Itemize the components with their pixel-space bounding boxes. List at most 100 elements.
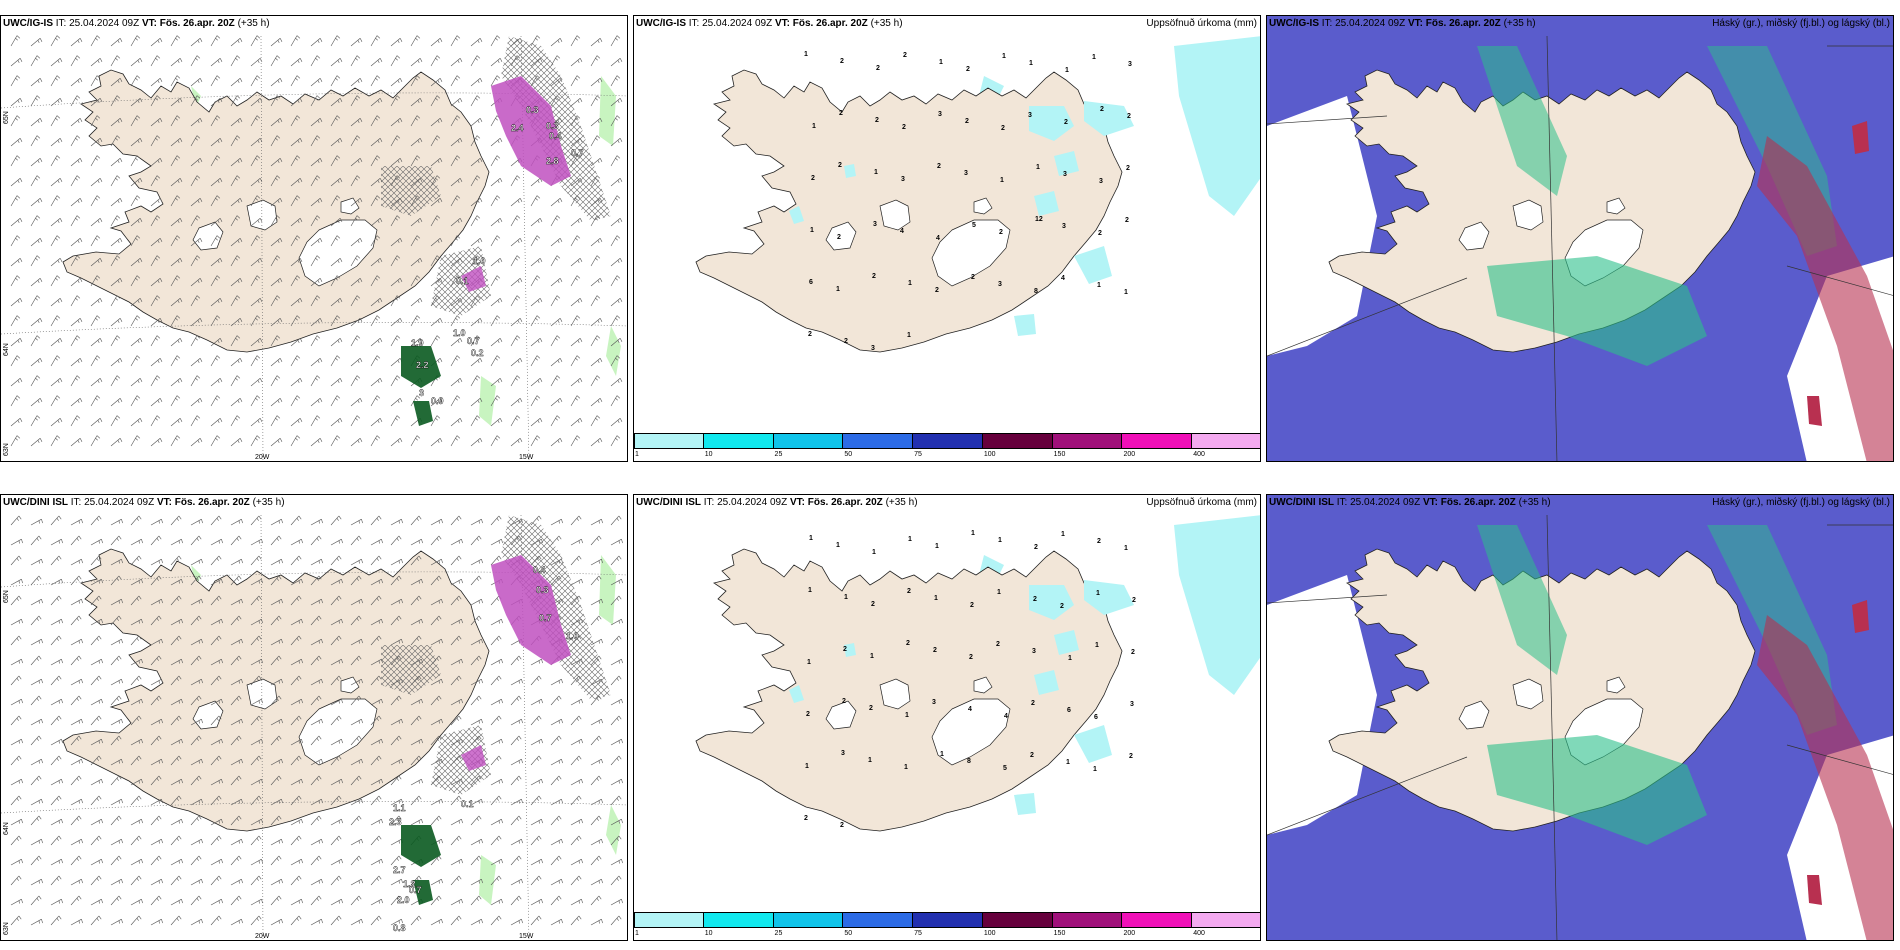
precip-amount-label: 3 (1062, 223, 1066, 230)
precip-dark-green (413, 401, 433, 426)
precip-amount-label: 2 (840, 822, 844, 829)
init-time: 25.04.2024 09Z (84, 497, 155, 508)
precip-amount-label: 3 (998, 281, 1002, 288)
projection-grid (1267, 514, 1893, 940)
valid-time-label: VT: (154, 497, 175, 508)
lead-time: (+35 h) (252, 497, 285, 508)
panel-title: UWC/IG-IS IT: 25.04.2024 09Z VT: Fös. 26… (636, 18, 903, 29)
precip-value-label: 0.1 (456, 276, 469, 286)
precip-amount-label: 2 (969, 654, 973, 661)
cloud-cover-map-dini: UWC/DINI ISL IT: 25.04.2024 09Z VT: Fös.… (1266, 494, 1894, 941)
precip-value-label: 0.7 (409, 885, 422, 895)
precip-amount-label: 1 (1124, 545, 1128, 552)
colorbar-frame (634, 433, 1260, 449)
init-time: 25.04.2024 09Z (1335, 18, 1406, 29)
valid-time: Fös. 26.apr. 20Z (807, 497, 883, 508)
colorbar-frame (634, 912, 1260, 928)
precip-amount-label: 2 (842, 698, 846, 705)
precip-area (1014, 314, 1036, 336)
valid-time-label: VT: (772, 18, 793, 29)
clear-sky-area (1267, 575, 1377, 835)
precip-amount-label: 2 (1060, 603, 1064, 610)
colorbar-label: 150 (1053, 930, 1066, 937)
clear-sky-area (1267, 96, 1377, 356)
panel-title: UWC/IG-IS IT: 25.04.2024 09Z VT: Fös. 26… (3, 18, 270, 29)
precip-amount-label: 5 (972, 222, 976, 229)
precip-amount-label: 6 (809, 279, 813, 286)
colorbar-label: 25 (774, 451, 783, 458)
glacier-outline (825, 700, 857, 730)
precip-amount-label: 8 (1034, 288, 1038, 295)
colorbar-swatch (913, 912, 983, 928)
colorbar-swatch (982, 433, 1053, 449)
precip-amount-label: 3 (871, 345, 875, 352)
glacier-outline (1606, 676, 1626, 694)
colorbar-swatch (982, 912, 1053, 928)
precip-amount-label: 4 (900, 228, 904, 235)
precip-area (844, 164, 856, 178)
glacier-outline (931, 219, 1011, 287)
colorbar-label: 150 (1053, 451, 1066, 458)
precip-value-label: 2.0 (397, 895, 410, 905)
precip-value-label: 0.2 (471, 348, 484, 358)
colorbar-label: 1 (635, 451, 639, 458)
iceland-landmass (62, 69, 490, 353)
colorbar-swatch (913, 433, 983, 449)
precip-amount-label: 1 (940, 751, 944, 758)
precip-amount-label: 3 (873, 221, 877, 228)
precip-area (1029, 106, 1074, 141)
precip-dark-green (401, 825, 441, 867)
projection-grid (1267, 35, 1893, 461)
colorbar-label: 400 (1193, 930, 1205, 937)
colorbar-label: 100 (983, 930, 996, 937)
glacier-outline (192, 221, 224, 251)
glacier-outline (1512, 199, 1544, 231)
panel-title: UWC/IG-IS IT: 25.04.2024 09Z VT: Fös. 26… (1269, 18, 1536, 29)
valid-time-label: VT: (1405, 18, 1426, 29)
lead-time: (+35 h) (237, 18, 270, 29)
valid-time: Fös. 26.apr. 20Z (1425, 18, 1501, 29)
precip-amount-label: 12 (1035, 216, 1043, 223)
precip-value-label: 2.8 (546, 156, 559, 166)
precip-light-green (479, 855, 496, 905)
init-time-label: IT: (701, 497, 718, 508)
colorbar-swatch (634, 433, 704, 449)
precip-amount-label: 1 (997, 589, 1001, 596)
field-description: Uppsöfnuð úrkoma (mm) (1146, 18, 1257, 29)
precip-amount-label: 2 (965, 118, 969, 125)
precip-amount-labels: 1222121111312223223222221323113321234452… (804, 51, 1132, 352)
model-name: UWC/IG-IS (636, 18, 686, 29)
colorbar-swatch (843, 912, 914, 928)
precip-value-label: 0.8 (393, 923, 406, 933)
precip-amount-label: 2 (1034, 544, 1038, 551)
colorbar: 1 10 25 50 75 100 150 200 400 (634, 912, 1260, 940)
valid-time-label: VT: (139, 18, 160, 29)
high-cloud-cover (1852, 600, 1869, 633)
hatched-area (431, 725, 491, 795)
glacier-outline (1512, 678, 1544, 710)
precip-value-label: 1.0 (566, 631, 579, 641)
precip-amount-label: 2 (907, 588, 911, 595)
precip-value-label: 3 (419, 388, 424, 398)
precip-value-label: 0.3 (526, 105, 539, 115)
precip-value-label: 1.1 (393, 803, 406, 813)
precip-amount-label: 4 (1004, 713, 1008, 720)
precip-value-labels: 0.30.30.42.40.72.81.01.00.71.92.230.90.1… (411, 105, 584, 406)
glacier-outline (1606, 197, 1626, 215)
init-time: 25.04.2024 09Z (717, 497, 788, 508)
mid-cloud-cover (1487, 256, 1707, 366)
colorbar-label: 200 (1123, 930, 1136, 937)
precip-amount-label: 3 (1032, 648, 1036, 655)
precip-amount-label: 2 (1001, 125, 1005, 132)
precip-amount-label: 1 (872, 549, 876, 556)
precip-value-label: 0.7 (467, 336, 480, 346)
precip-amount-label: 2 (875, 117, 879, 124)
latitude-label: 65N (3, 590, 10, 603)
precip-value-label: 0.4 (549, 131, 562, 141)
precip-amount-label: 3 (1028, 112, 1032, 119)
precip-area (1054, 630, 1079, 655)
precip-amount-label: 1 (905, 712, 909, 719)
precip-amount-label: 2 (1030, 752, 1034, 759)
precip-amount-label: 1 (836, 542, 840, 549)
